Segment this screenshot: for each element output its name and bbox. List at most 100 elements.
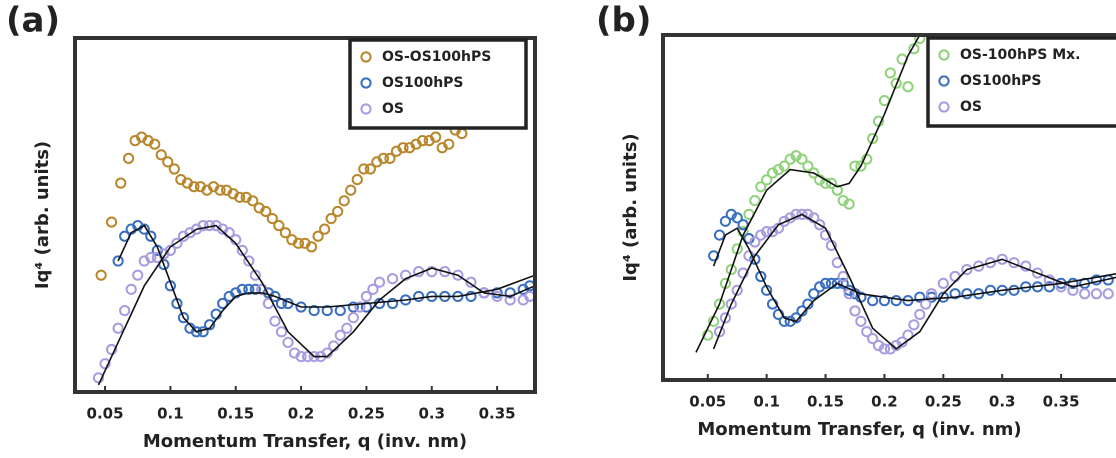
data-point	[269, 290, 281, 303]
data-point	[491, 287, 503, 299]
data-point	[279, 227, 291, 239]
data-point	[292, 237, 305, 249]
data-point	[149, 138, 161, 150]
data-point	[115, 177, 127, 189]
data-point	[273, 220, 285, 232]
plot-area	[695, 35, 1116, 355]
data-point	[138, 223, 150, 235]
legend-label: OS	[382, 101, 404, 117]
data-point	[377, 152, 390, 164]
data-point	[743, 250, 755, 262]
data-point	[713, 298, 726, 310]
data-point	[1008, 284, 1020, 296]
data-point	[819, 277, 832, 289]
fit-line	[695, 35, 921, 353]
data-point	[358, 163, 370, 175]
data-point	[282, 336, 294, 349]
data-point	[162, 156, 174, 168]
data-point	[808, 288, 820, 300]
data-point	[849, 160, 861, 172]
data-point	[504, 287, 516, 299]
data-point	[491, 290, 503, 303]
data-point	[855, 315, 867, 327]
data-point	[996, 253, 1008, 265]
panel-label: (a)	[6, 1, 60, 41]
data-point	[973, 260, 985, 272]
data-point	[790, 150, 802, 162]
data-point	[397, 142, 409, 154]
data-point	[504, 294, 516, 306]
data-point	[766, 167, 779, 179]
data-point	[112, 322, 124, 334]
data-point	[796, 208, 808, 220]
data-point	[364, 163, 376, 175]
data-point	[867, 132, 879, 145]
data-point	[295, 351, 307, 363]
data-point	[825, 177, 838, 189]
data-point	[105, 343, 118, 356]
data-point	[122, 152, 135, 164]
x-tick-label: 0.35	[1043, 393, 1080, 411]
x-tick-label: 0.15	[217, 405, 254, 423]
x-tick-label: 0.1	[753, 393, 780, 411]
data-point	[367, 283, 379, 295]
data-point	[125, 283, 137, 295]
legend-label: OS100hPS	[960, 73, 1042, 89]
data-point	[713, 229, 726, 241]
data-point	[417, 135, 429, 147]
data-point	[884, 67, 896, 79]
data-point	[400, 269, 412, 281]
data-point	[1079, 288, 1091, 300]
data-point	[737, 267, 749, 279]
data-point	[749, 195, 761, 207]
data-point	[796, 153, 808, 165]
legend: OS-OS100hPS OS100hPS OS	[348, 38, 528, 130]
data-point	[249, 283, 261, 295]
data-point	[197, 220, 209, 232]
data-point	[347, 312, 359, 324]
data-point	[373, 276, 386, 288]
data-point	[814, 219, 826, 231]
data-point	[204, 319, 216, 331]
data-point	[354, 301, 366, 313]
data-point	[837, 270, 849, 283]
data-point	[749, 236, 761, 248]
data-point	[168, 163, 180, 175]
legend-marker	[938, 75, 950, 87]
data-point	[334, 304, 346, 317]
x-tick-label: 0.2	[288, 405, 315, 423]
data-point	[177, 312, 190, 324]
data-point	[925, 291, 938, 303]
data-point	[439, 266, 451, 278]
x-tick-label: 0.05	[87, 405, 124, 423]
data-point	[725, 208, 737, 220]
data-point	[360, 301, 373, 313]
x-tick-label: 0.15	[807, 393, 844, 411]
data-point	[308, 304, 320, 317]
data-point	[902, 81, 914, 93]
data-point	[984, 257, 997, 269]
data-point	[99, 358, 111, 370]
data-point	[132, 269, 144, 281]
data-point	[1067, 277, 1079, 289]
data-point	[1067, 284, 1079, 296]
data-point	[413, 290, 425, 303]
data-point	[347, 301, 359, 313]
data-point	[305, 241, 318, 253]
legend-box	[348, 38, 528, 130]
data-point	[743, 232, 755, 245]
data-point	[914, 35, 926, 45]
data-point	[260, 205, 272, 218]
data-point	[772, 222, 785, 234]
data-point	[243, 283, 255, 295]
data-point	[725, 298, 737, 310]
data-point	[321, 304, 333, 317]
data-point	[878, 343, 891, 355]
x-tick-label: 0.25	[925, 393, 962, 411]
data-point	[155, 149, 167, 161]
data-point	[465, 290, 477, 303]
legend-label: OS	[960, 99, 982, 115]
data-point	[914, 308, 926, 321]
legend: OS-100hPS Mx. OS100hPS OS	[926, 36, 1116, 128]
